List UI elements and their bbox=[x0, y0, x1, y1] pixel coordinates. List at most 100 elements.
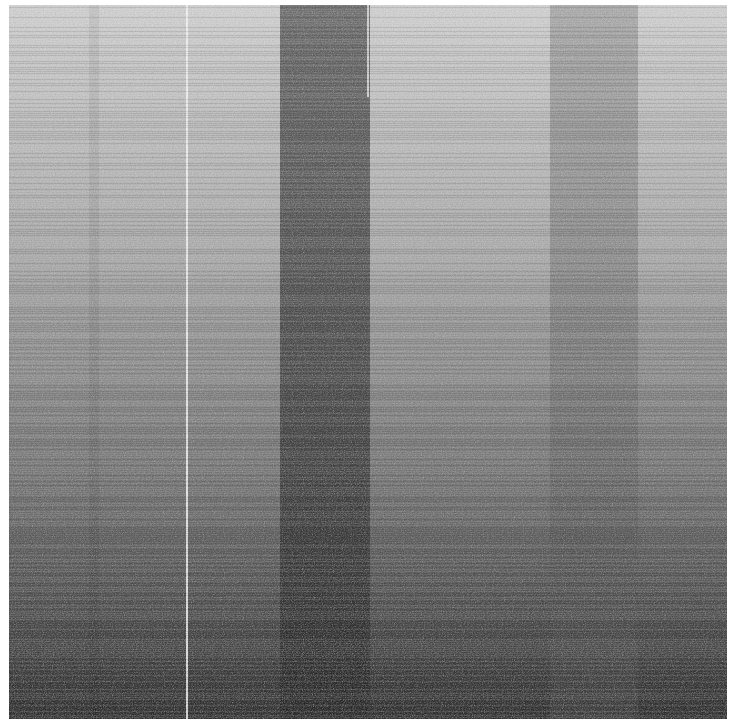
scan-line bbox=[9, 91, 727, 92]
scan-line bbox=[9, 371, 727, 372]
scan-line bbox=[9, 221, 727, 222]
scan-line bbox=[9, 365, 727, 366]
scan-line bbox=[9, 75, 727, 76]
scan-line bbox=[9, 361, 727, 362]
scan-line bbox=[9, 605, 727, 606]
scan-line bbox=[9, 115, 727, 116]
scan-line bbox=[9, 661, 727, 662]
scan-line bbox=[9, 85, 727, 86]
scan-line bbox=[9, 657, 727, 658]
scan-line bbox=[9, 599, 727, 600]
scan-line bbox=[9, 363, 727, 364]
scan-line bbox=[9, 37, 727, 38]
scan-line bbox=[9, 141, 727, 142]
scan-line bbox=[9, 357, 727, 358]
scan-line bbox=[9, 567, 727, 568]
scan-line bbox=[9, 245, 727, 246]
scan-line bbox=[9, 83, 727, 84]
scan-line bbox=[9, 471, 727, 472]
scan-line bbox=[9, 513, 727, 514]
bright-line-dark-band bbox=[367, 5, 369, 97]
scan-line bbox=[9, 679, 727, 680]
scan-line bbox=[9, 491, 727, 492]
scan-line bbox=[9, 293, 727, 294]
scan-line bbox=[9, 419, 727, 420]
scan-line bbox=[9, 71, 727, 72]
scan-line bbox=[9, 137, 727, 138]
scan-line bbox=[9, 689, 727, 690]
scan-line bbox=[9, 335, 727, 336]
scan-line bbox=[9, 435, 727, 436]
scan-line bbox=[9, 627, 727, 628]
scan-line bbox=[9, 109, 727, 110]
scan-line bbox=[9, 531, 727, 532]
scan-line bbox=[9, 405, 727, 406]
scan-line bbox=[9, 635, 727, 636]
scan-line bbox=[9, 87, 727, 88]
scan-line bbox=[9, 285, 727, 286]
scan-line bbox=[9, 625, 727, 626]
scan-line bbox=[9, 667, 727, 668]
scan-line bbox=[9, 43, 727, 44]
scan-line bbox=[9, 615, 727, 616]
scan-line bbox=[9, 545, 727, 546]
scan-line bbox=[9, 107, 727, 108]
scan-line bbox=[9, 159, 727, 160]
scan-line bbox=[9, 281, 727, 282]
scan-line bbox=[9, 463, 727, 464]
scan-line bbox=[9, 399, 727, 400]
scan-line bbox=[9, 263, 727, 264]
scan-line bbox=[9, 503, 727, 504]
scan-line bbox=[9, 553, 727, 554]
scan-line bbox=[9, 537, 727, 538]
scan-line bbox=[9, 61, 727, 62]
scan-line bbox=[9, 111, 727, 112]
scan-line bbox=[9, 415, 727, 416]
scan-line bbox=[9, 165, 727, 166]
scan-line bbox=[9, 379, 727, 380]
scan-line bbox=[9, 259, 727, 260]
noise-image-frame bbox=[9, 5, 727, 719]
scan-line bbox=[9, 385, 727, 386]
scan-line bbox=[9, 609, 727, 610]
scan-line bbox=[9, 411, 727, 412]
scan-line bbox=[9, 565, 727, 566]
scan-line bbox=[9, 451, 727, 452]
scan-line bbox=[9, 31, 727, 32]
scan-line bbox=[9, 563, 727, 564]
scan-line bbox=[9, 105, 727, 106]
scan-line bbox=[9, 397, 727, 398]
scan-line bbox=[9, 49, 727, 50]
scan-line bbox=[9, 691, 727, 692]
scan-line bbox=[9, 95, 727, 96]
scan-line bbox=[9, 479, 727, 480]
scan-line bbox=[9, 199, 727, 200]
scan-line bbox=[9, 483, 727, 484]
scan-line bbox=[9, 465, 727, 466]
scan-line bbox=[9, 213, 727, 214]
scan-line bbox=[9, 387, 727, 388]
scan-line bbox=[9, 709, 727, 710]
scan-line bbox=[9, 195, 727, 196]
scan-line bbox=[9, 225, 727, 226]
scan-line bbox=[9, 557, 727, 558]
scan-line bbox=[9, 607, 727, 608]
scan-line bbox=[9, 401, 727, 402]
scan-line bbox=[9, 5, 727, 6]
scan-line bbox=[9, 19, 727, 20]
scan-line bbox=[9, 571, 727, 572]
scan-line bbox=[9, 623, 727, 624]
scan-line bbox=[9, 345, 727, 346]
scan-line bbox=[9, 179, 727, 180]
scan-line bbox=[9, 461, 727, 462]
scan-line bbox=[9, 533, 727, 534]
scan-line bbox=[9, 417, 727, 418]
scan-line bbox=[9, 237, 727, 238]
scan-line bbox=[9, 89, 727, 90]
scan-line bbox=[9, 425, 727, 426]
bright-line-left bbox=[186, 5, 188, 719]
scan-line bbox=[9, 511, 727, 512]
scan-line bbox=[9, 633, 727, 634]
scan-line bbox=[9, 495, 727, 496]
scan-line bbox=[9, 205, 727, 206]
